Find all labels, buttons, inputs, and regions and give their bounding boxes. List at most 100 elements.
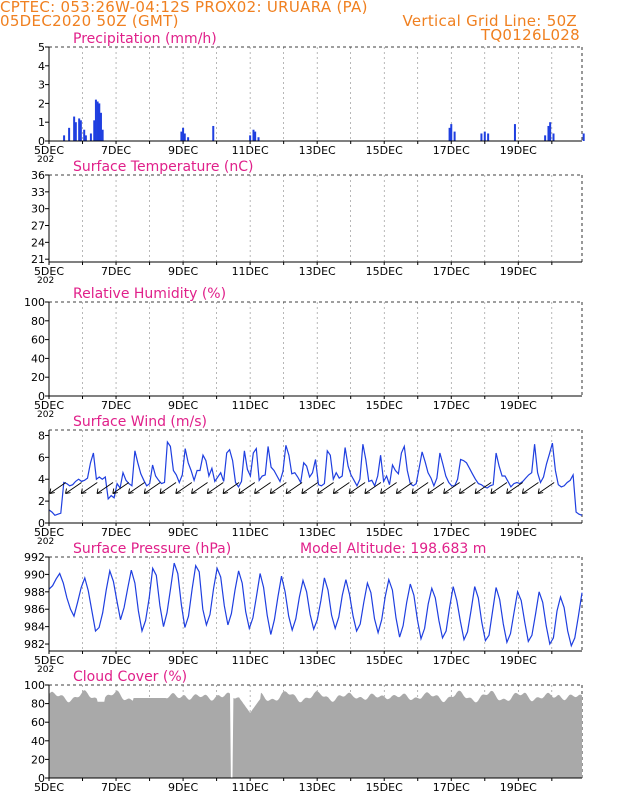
- wind-arrow-head: [506, 488, 512, 494]
- y-tick-label: 2: [38, 97, 45, 110]
- wind-arrow-head: [458, 488, 465, 494]
- wind-arrow-head: [395, 488, 402, 494]
- wind-arrow-head: [175, 488, 181, 494]
- x-tick-label: 17DEC: [433, 781, 470, 794]
- wind-arrow-head: [380, 488, 386, 494]
- wind-arrow-head: [285, 488, 292, 494]
- wind-arrow: [380, 482, 397, 494]
- x-tick-label: 15DEC: [366, 654, 403, 667]
- wind-arrow-head: [521, 488, 528, 494]
- panel-title-rh: Relative Humidity (%): [73, 286, 226, 302]
- precip-bar: [254, 131, 257, 141]
- precip-bar: [93, 120, 96, 141]
- wind-arrow: [301, 482, 319, 494]
- y-tick-label: 60: [31, 716, 45, 729]
- y-tick-label: 8: [38, 429, 45, 442]
- wind-arrow-head: [128, 488, 134, 494]
- wind-series-line: [48, 440, 583, 517]
- x-tick-label: 11DEC: [232, 144, 269, 157]
- wind-arrow-head: [317, 488, 323, 494]
- wind-arrow: [285, 482, 303, 494]
- y-tick-label: 3: [38, 79, 45, 92]
- x-tick-label: 19DEC: [500, 265, 537, 278]
- x-tick-label: 9DEC: [168, 654, 198, 667]
- x-tick-label: 11DEC: [232, 265, 269, 278]
- panel-title-wind: Surface Wind (m/s): [73, 414, 207, 430]
- precip-bar: [78, 118, 81, 141]
- panel-title-precip: Precipitation (mm/h): [73, 31, 217, 47]
- precip-bar: [257, 137, 260, 141]
- precip-bar: [182, 127, 185, 141]
- x-tick-label: 13DEC: [299, 399, 336, 412]
- wind-arrow-head: [49, 488, 55, 494]
- wind-arrow: [175, 482, 193, 494]
- wind-arrow-head: [490, 488, 496, 494]
- wind-arrow-head: [96, 488, 103, 494]
- wind-arrow: [411, 482, 429, 494]
- precip-bar: [582, 133, 585, 141]
- y-tick-label: 20: [31, 371, 45, 384]
- wind-arrow: [333, 482, 350, 494]
- panel-title-pressure: Surface Pressure (hPa): [73, 541, 231, 557]
- precip-bar: [68, 127, 71, 141]
- x-tick-label: 11DEC: [232, 654, 269, 667]
- x-tick-label: 11DEC: [232, 781, 269, 794]
- wind-arrow: [207, 482, 224, 494]
- x-year-label: 202: [37, 155, 54, 165]
- precip-bar: [89, 133, 92, 141]
- precip-bar: [183, 133, 186, 141]
- x-tick-label: 9DEC: [168, 526, 198, 539]
- precip-bar: [98, 103, 101, 141]
- y-tick-label: 990: [24, 568, 45, 581]
- precip-bar: [96, 101, 99, 141]
- panel-pressure: [45, 556, 583, 654]
- x-tick-label: 13DEC: [299, 654, 336, 667]
- precip-bar: [453, 131, 456, 141]
- precip-bar: [549, 122, 552, 141]
- wind-arrow: [348, 482, 366, 494]
- wind-arrow-head: [348, 488, 355, 494]
- x-tick-label: 15DEC: [366, 399, 403, 412]
- precip-bar: [513, 124, 516, 141]
- y-tick-label: 1: [38, 116, 45, 129]
- wind-arrow: [474, 482, 492, 494]
- panel-rh: [45, 302, 583, 399]
- wind-arrow: [537, 482, 555, 494]
- x-tick-label: 7DEC: [101, 781, 131, 794]
- y-tick-label: 80: [31, 315, 45, 328]
- wind-arrow-head: [474, 488, 481, 494]
- panel-title-cloud: Cloud Cover (%): [73, 669, 187, 685]
- precip-bar: [552, 133, 555, 141]
- precip-bar: [547, 125, 550, 141]
- panel-wind: [45, 429, 583, 526]
- wind-arrow: [65, 482, 82, 494]
- x-tick-label: 15DEC: [366, 265, 403, 278]
- panel-temp: [45, 175, 583, 265]
- wind-arrow: [81, 482, 98, 494]
- wind-arrow-head: [206, 488, 213, 494]
- x-tick-label: 17DEC: [433, 654, 470, 667]
- y-tick-label: 20: [31, 753, 45, 766]
- x-tick-label: 7DEC: [101, 654, 131, 667]
- precip-bar: [249, 135, 252, 141]
- x-tick-label: 5DEC: [34, 144, 64, 157]
- wind-arrow-head: [191, 488, 197, 494]
- y-tick-label: 40: [31, 735, 45, 748]
- y-tick-label: 0: [38, 772, 45, 785]
- x-year-label: 202: [37, 276, 54, 286]
- wind-arrow-head: [427, 488, 433, 494]
- y-tick-label: 6: [38, 451, 45, 464]
- wind-arrow: [238, 482, 256, 494]
- wind-arrow-head: [112, 488, 118, 494]
- y-tick-label: 30: [31, 203, 45, 216]
- y-tick-label: 5: [38, 41, 45, 54]
- x-year-label: 202: [37, 665, 54, 675]
- x-tick-label: 9DEC: [168, 399, 198, 412]
- precip-bar: [180, 131, 183, 141]
- precip-bar: [483, 131, 486, 141]
- x-tick-label: 19DEC: [500, 654, 537, 667]
- y-tick-label: 988: [24, 586, 45, 599]
- y-tick-label: 100: [24, 679, 45, 692]
- pressure-series-line: [48, 562, 583, 648]
- wind-arrow-head: [364, 488, 370, 494]
